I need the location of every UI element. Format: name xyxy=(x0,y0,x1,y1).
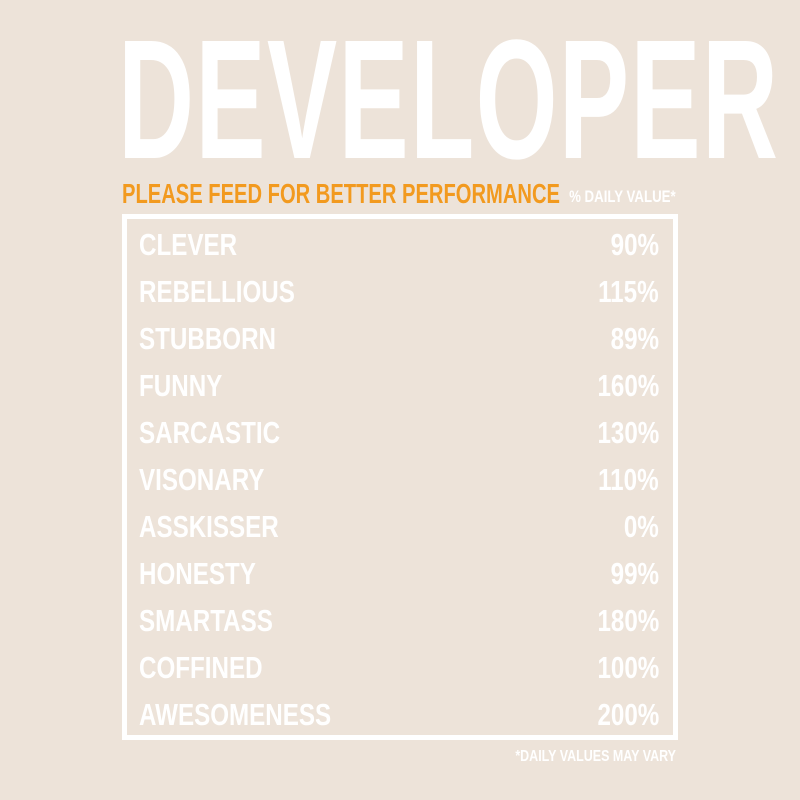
facts-table: CLEVER 90% REBELLIOUS 115% STUBBORN 89% … xyxy=(122,214,678,740)
fact-label: COFFINED xyxy=(139,650,263,685)
fact-label: STUBBORN xyxy=(139,321,277,356)
fact-row: COFFINED 100% xyxy=(139,648,659,688)
fact-value: 160% xyxy=(597,368,659,403)
fact-label: AWESOMENESS xyxy=(139,697,332,732)
fact-label: VISONARY xyxy=(139,462,265,497)
fact-value: 130% xyxy=(597,415,659,450)
fact-value: 100% xyxy=(597,650,659,685)
fact-value: 99% xyxy=(610,556,659,591)
fact-row: SMARTASS 180% xyxy=(139,601,659,641)
fact-value: 89% xyxy=(610,321,659,356)
fact-value: 0% xyxy=(624,509,659,544)
fact-row: REBELLIOUS 115% xyxy=(139,272,659,312)
fact-value: 115% xyxy=(598,274,659,309)
daily-value-header: % DAILY VALUE* xyxy=(569,187,676,206)
subtitle: PLEASE FEED FOR BETTER PERFORMANCE xyxy=(122,178,560,209)
fact-row: ASSKISSER 0% xyxy=(139,507,659,547)
footnote: *DAILY VALUES MAY VARY xyxy=(515,748,676,765)
fact-label: HONESTY xyxy=(139,556,256,591)
fact-row: FUNNY 160% xyxy=(139,366,659,406)
fact-row: VISONARY 110% xyxy=(139,460,659,500)
fact-value: 180% xyxy=(597,603,659,638)
fact-value: 110% xyxy=(598,462,659,497)
fact-row: CLEVER 90% xyxy=(139,225,659,265)
fact-label: SARCASTIC xyxy=(139,415,281,450)
fact-label: ASSKISSER xyxy=(139,509,279,544)
fact-row: SARCASTIC 130% xyxy=(139,413,659,453)
fact-value: 200% xyxy=(597,697,659,732)
page-title: DEVELOPER xyxy=(118,5,780,195)
fact-label: SMARTASS xyxy=(139,603,273,638)
fact-label: FUNNY xyxy=(139,368,223,403)
fact-row: STUBBORN 89% xyxy=(139,319,659,359)
fact-row: AWESOMENESS 200% xyxy=(139,695,659,735)
fact-value: 90% xyxy=(610,227,659,262)
fact-row: HONESTY 99% xyxy=(139,554,659,594)
fact-label: CLEVER xyxy=(139,227,238,262)
fact-label: REBELLIOUS xyxy=(139,274,295,309)
